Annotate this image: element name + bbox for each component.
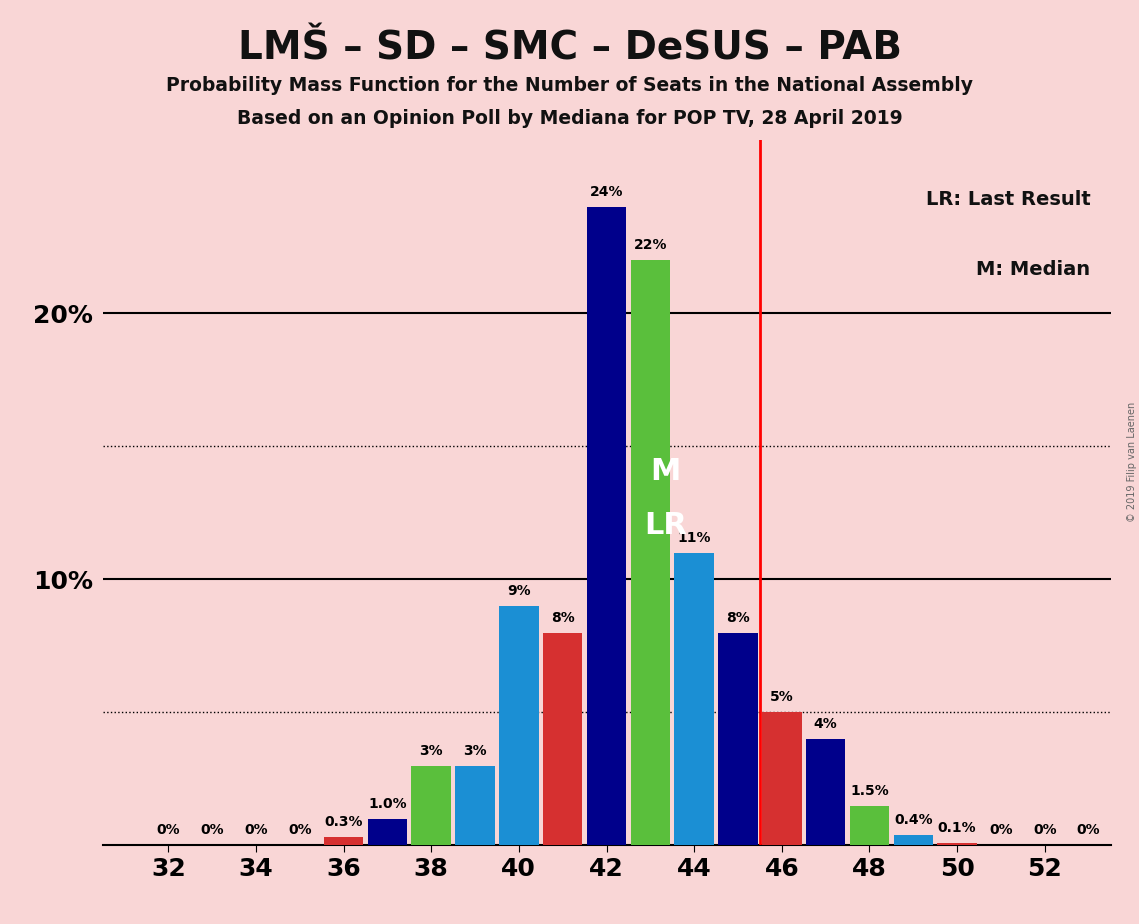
Bar xyxy=(543,633,582,845)
Text: 0.3%: 0.3% xyxy=(325,816,363,830)
Text: 0.1%: 0.1% xyxy=(937,821,976,834)
Text: 3%: 3% xyxy=(464,744,486,758)
Text: LR: Last Result: LR: Last Result xyxy=(926,189,1090,209)
Text: 9%: 9% xyxy=(507,584,531,598)
Text: 0%: 0% xyxy=(989,823,1013,837)
Text: 0.4%: 0.4% xyxy=(894,813,933,827)
Bar xyxy=(368,819,407,845)
Bar xyxy=(762,712,802,845)
Text: 0%: 0% xyxy=(288,823,312,837)
Bar xyxy=(631,261,670,845)
Text: 3%: 3% xyxy=(419,744,443,758)
Text: M: M xyxy=(650,457,681,486)
Bar xyxy=(499,606,539,845)
Bar xyxy=(587,207,626,845)
Text: LR: LR xyxy=(645,511,687,540)
Bar xyxy=(806,739,845,845)
Bar xyxy=(850,806,890,845)
Text: LMŠ – SD – SMC – DeSUS – PAB: LMŠ – SD – SMC – DeSUS – PAB xyxy=(238,30,901,67)
Text: 24%: 24% xyxy=(590,185,623,199)
Text: © 2019 Filip van Laenen: © 2019 Filip van Laenen xyxy=(1126,402,1137,522)
Text: Based on an Opinion Poll by Mediana for POP TV, 28 April 2019: Based on an Opinion Poll by Mediana for … xyxy=(237,109,902,128)
Bar xyxy=(674,553,714,845)
Text: 0%: 0% xyxy=(156,823,180,837)
Bar xyxy=(323,837,363,845)
Text: 5%: 5% xyxy=(770,690,794,704)
Text: 0%: 0% xyxy=(200,823,224,837)
Text: 8%: 8% xyxy=(727,611,749,625)
Text: 1.5%: 1.5% xyxy=(850,784,888,797)
Text: 0%: 0% xyxy=(244,823,268,837)
Text: 0%: 0% xyxy=(1076,823,1100,837)
Text: 11%: 11% xyxy=(678,530,711,545)
Text: 0%: 0% xyxy=(1033,823,1057,837)
Bar xyxy=(719,633,757,845)
Bar xyxy=(456,766,494,845)
Text: 4%: 4% xyxy=(813,717,837,731)
Bar xyxy=(894,834,933,845)
Text: M: Median: M: Median xyxy=(976,261,1090,279)
Bar xyxy=(411,766,451,845)
Text: Probability Mass Function for the Number of Seats in the National Assembly: Probability Mass Function for the Number… xyxy=(166,76,973,95)
Text: 22%: 22% xyxy=(633,238,667,252)
Text: 8%: 8% xyxy=(551,611,574,625)
Text: 1.0%: 1.0% xyxy=(368,796,407,811)
Bar xyxy=(937,843,977,845)
